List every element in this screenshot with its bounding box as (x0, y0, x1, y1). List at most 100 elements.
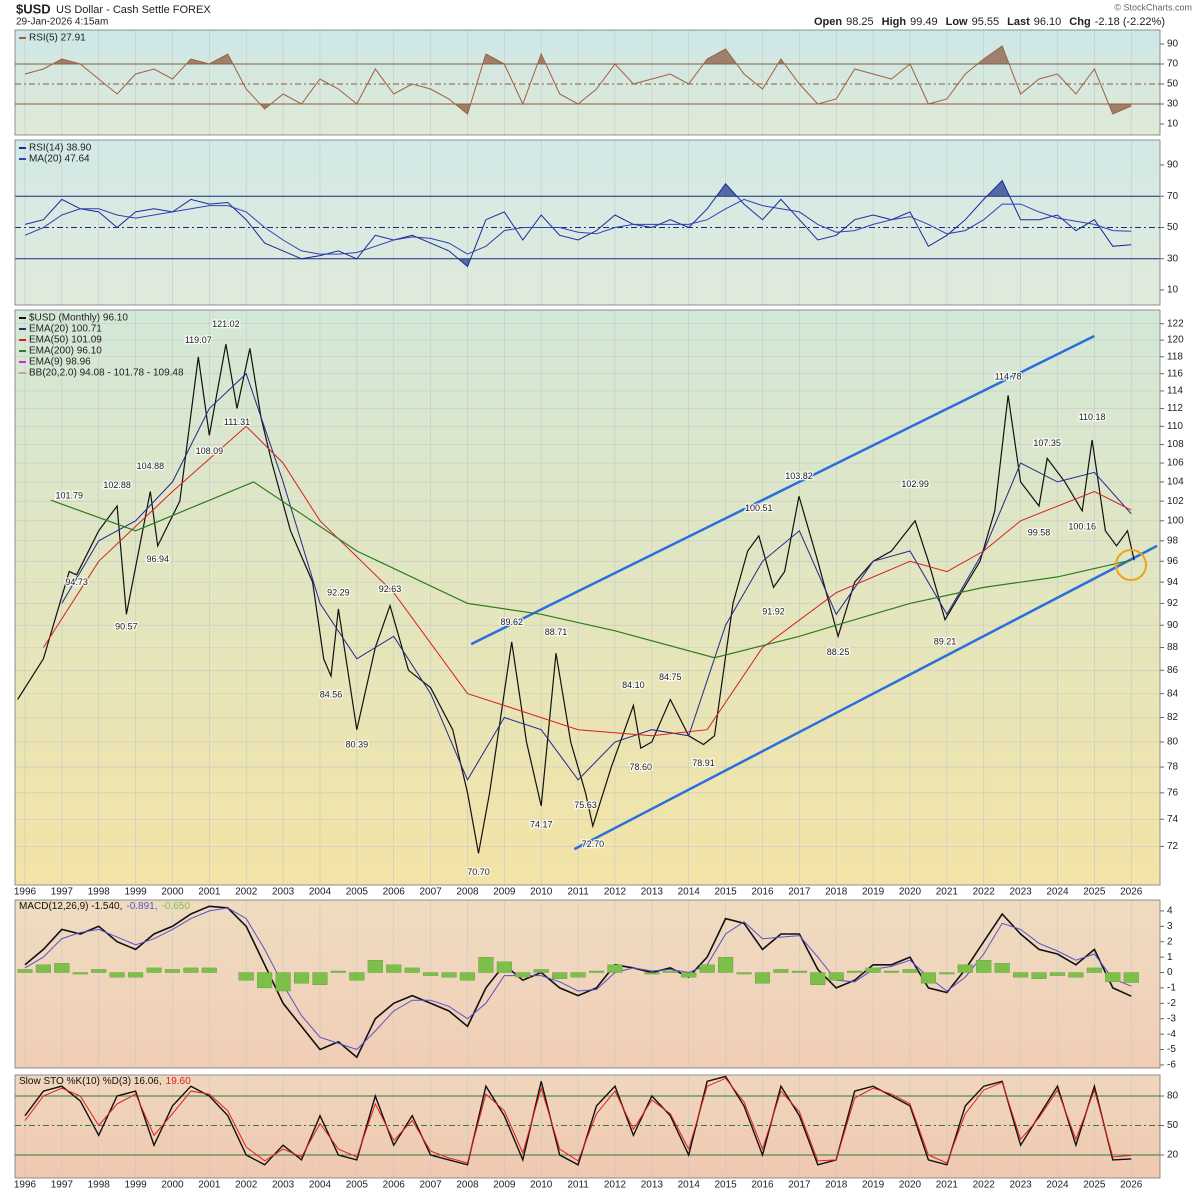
legend-entry: RSI(14) 38.90 (29, 143, 92, 154)
instrument-name: US Dollar - Cash Settle FOREX (56, 4, 211, 16)
x-tick-label: 2005 (346, 1180, 369, 1191)
price-annotation: 121.02 (212, 319, 240, 329)
x-tick-label: 2009 (493, 887, 516, 898)
y-tick-label: 80 (1167, 737, 1179, 748)
histogram-bar (54, 963, 70, 973)
panel-border (14, 899, 1161, 1069)
legend-entry: EMA(50) 101.09 (29, 335, 102, 346)
y-tick-label: 96 (1167, 556, 1179, 567)
price-annotation: 100.16 (1068, 522, 1096, 532)
histogram-bar (294, 972, 310, 984)
price-annotation: 90.57 (115, 621, 138, 631)
x-tick-label: 2015 (714, 887, 737, 898)
x-tick-label: 2011 (567, 1180, 589, 1191)
quote-value: 96.10 (1034, 16, 1062, 28)
price-annotation: 89.21 (934, 636, 957, 646)
x-tick-label: 2004 (309, 887, 332, 898)
x-tick-label: 2000 (161, 887, 184, 898)
histogram-bar (386, 964, 402, 973)
x-tick-label: 2004 (309, 1180, 332, 1191)
x-tick-label: 1999 (124, 887, 147, 898)
price-annotation: 102.88 (103, 480, 131, 490)
y-tick-label: -2 (1167, 998, 1176, 1009)
price-annotation: 104.88 (137, 461, 165, 471)
histogram-bar (183, 967, 199, 973)
panel (15, 30, 1160, 135)
histogram-bar (552, 972, 568, 979)
price-annotation: 111.31 (224, 417, 250, 427)
x-tick-label: 2012 (604, 1180, 627, 1191)
x-tick-label: 2002 (235, 1180, 258, 1191)
price-annotation: 99.58 (1028, 527, 1051, 537)
x-tick-label: 2006 (383, 1180, 406, 1191)
panel-background (15, 140, 1160, 305)
y-tick-label: 4 (1167, 906, 1173, 917)
histogram-bar (773, 969, 789, 973)
trendline (470, 334, 1095, 646)
x-tick-label: 2000 (161, 1180, 184, 1191)
price-annotation: 92.29 (327, 588, 350, 598)
y-tick-label: 2 (1167, 936, 1173, 947)
legend-entry: 19.60 (166, 1076, 191, 1087)
series-line (24, 45, 1132, 115)
histogram-bar (478, 956, 494, 973)
price-annotation: 72.70 (582, 839, 605, 849)
x-tick-label: 2007 (419, 1180, 442, 1191)
date: 29-Jan-2026 4:15am (16, 17, 108, 28)
price-annotation: 107.35 (1033, 438, 1061, 448)
y-tick-label: 112 (1167, 403, 1183, 414)
x-tick-label: 2003 (272, 1180, 295, 1191)
y-tick-label: 114 (1167, 386, 1183, 397)
x-tick-label: 2022 (973, 887, 996, 898)
x-tick-label: 2017 (788, 1180, 811, 1191)
histogram-bar (865, 967, 881, 973)
histogram-bar (902, 969, 918, 973)
legend-entry: MACD(12,26,9) -1.540, (19, 901, 122, 912)
x-tick-label: 2017 (788, 887, 811, 898)
histogram-bar (91, 969, 107, 973)
x-tick-label: 2005 (346, 887, 369, 898)
x-tick-label: 2003 (272, 887, 295, 898)
legend-entry: EMA(9) 98.96 (29, 357, 91, 368)
histogram-bar (589, 970, 605, 973)
y-tick-label: 106 (1167, 458, 1184, 469)
x-tick-label: 2025 (1083, 1180, 1106, 1191)
x-tick-label: 2014 (678, 1180, 701, 1191)
histogram-bar (681, 972, 697, 978)
y-tick-label: 120 (1167, 335, 1184, 346)
histogram-bar (275, 972, 291, 992)
y-tick-label: 1 (1167, 952, 1173, 963)
histogram-bar (1123, 972, 1139, 983)
y-tick-label: 50 (1167, 1120, 1179, 1131)
histogram-bar (367, 960, 383, 973)
series-line (42, 425, 1132, 737)
price-annotation: 89.62 (500, 617, 523, 627)
x-tick-label: 2021 (936, 1180, 959, 1191)
series-line (24, 907, 1132, 1051)
y-tick-label: 94 (1167, 577, 1179, 588)
x-tick-label: 2014 (678, 887, 701, 898)
x-tick-label: 1997 (51, 1180, 74, 1191)
x-tick-label: 2001 (198, 1180, 221, 1191)
legend-entry: $USD (Monthly) 96.10 (29, 313, 128, 324)
x-tick-label: 2018 (825, 1180, 848, 1191)
x-tick-label: 2016 (751, 1180, 774, 1191)
panel-border (14, 309, 1161, 886)
histogram-bar (441, 972, 457, 978)
histogram-bar (994, 963, 1010, 973)
panel-background (15, 310, 1160, 885)
quote-value: 95.55 (972, 16, 1000, 28)
x-tick-label: 2025 (1083, 887, 1106, 898)
histogram-bar (644, 972, 660, 975)
histogram-bar (349, 972, 365, 981)
histogram-bar (459, 972, 475, 981)
x-tick-label: 2020 (899, 1180, 922, 1191)
quote-label: Chg (1069, 16, 1090, 28)
y-tick-label: 100 (1167, 515, 1184, 526)
histogram-bar (718, 956, 734, 973)
price-annotation: 80.39 (346, 740, 369, 750)
price-annotation: 103.82 (785, 471, 813, 481)
y-tick-label: 90 (1167, 620, 1179, 631)
price-annotation: 70.70 (467, 867, 490, 877)
